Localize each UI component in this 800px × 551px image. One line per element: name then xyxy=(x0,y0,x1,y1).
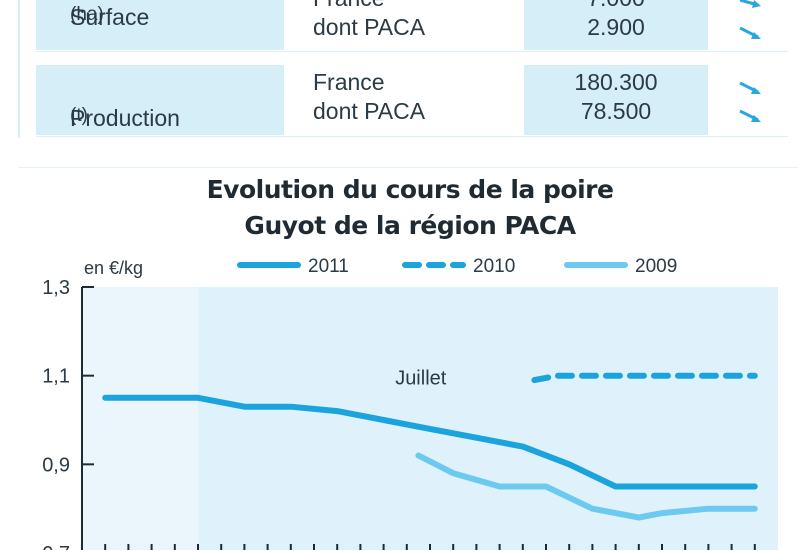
geo-france: France xyxy=(313,0,425,13)
plot-background xyxy=(198,287,778,550)
table-left-border xyxy=(18,0,20,138)
row-unit: (ha) xyxy=(70,4,104,25)
chart-title-line1: Evolution du cours de la poire xyxy=(206,175,614,204)
trend-down-arrow-icon xyxy=(739,81,761,94)
table-row-production: Production (t) France dont PACA 180.300 … xyxy=(36,65,788,135)
legend-label-2011: 2011 xyxy=(308,256,349,277)
value-paca: 78.500 xyxy=(580,98,652,124)
row-label-cell: Production (t) xyxy=(36,65,284,135)
chart-title-line2: Guyot de la région PACA xyxy=(244,211,576,240)
row-label-cell: Surface (ha) xyxy=(36,0,284,50)
geo-paca: dont PACA xyxy=(313,14,426,40)
legend-label-2010: 2010 xyxy=(473,256,515,277)
y-tick-label: 0,7 xyxy=(42,543,70,550)
series-line-2010 xyxy=(531,372,758,384)
row-label: Production xyxy=(70,105,180,131)
table-row-surface: Surface (ha) France dont PACA 7.000 2.90… xyxy=(36,0,788,50)
trend-down-arrow-icon xyxy=(739,0,761,8)
value-paca: 2.900 xyxy=(587,14,645,40)
trend-down-arrow-icon xyxy=(739,26,761,39)
row-label: Surface xyxy=(70,4,150,30)
row-value-cell: 180.300 78.500 xyxy=(524,65,708,135)
legend-label-2009: 2009 xyxy=(635,256,677,277)
geo-france: France xyxy=(313,69,385,95)
series-line-2009 xyxy=(415,452,758,521)
divider xyxy=(36,51,788,52)
value-france: 180.300 xyxy=(574,69,658,95)
chart-title: Evolution du cours de la poire Guyot de … xyxy=(0,172,800,244)
stats-table: Surface (ha) France dont PACA 7.000 2.90… xyxy=(18,0,788,138)
geo-paca: dont PACA xyxy=(313,98,426,124)
row-geo-cell: France dont PACA xyxy=(313,0,425,42)
y-axis-label: en €/kg xyxy=(84,258,143,278)
row-geo-cell: France dont PACA xyxy=(313,68,425,126)
row-unit: (t) xyxy=(70,105,88,126)
series-line-2011 xyxy=(102,394,758,490)
divider xyxy=(36,136,788,137)
row-value-cell: 7.000 2.900 xyxy=(524,0,708,50)
trend-down-arrow-icon xyxy=(739,109,761,122)
value-france: 7.000 xyxy=(524,0,708,13)
y-tick-label: 1,1 xyxy=(42,366,70,388)
y-tick-label: 0,9 xyxy=(42,454,70,476)
y-tick-label: 1,3 xyxy=(42,277,70,299)
annotation-juillet: Juillet xyxy=(395,368,447,390)
